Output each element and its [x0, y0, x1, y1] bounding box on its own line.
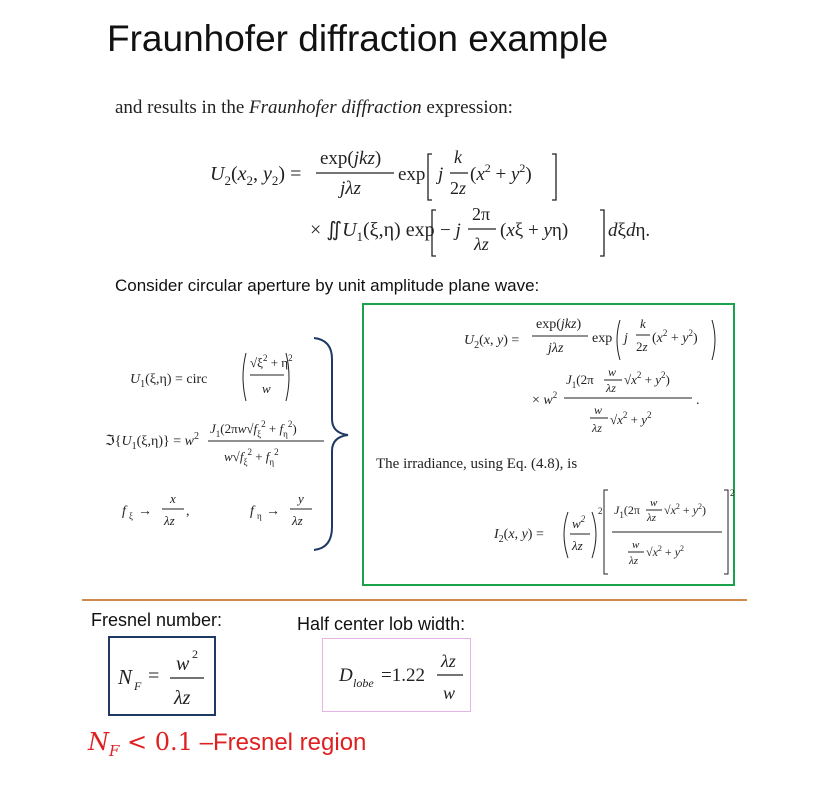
fresnel-number-label: Fresnel number: [91, 610, 223, 630]
fresnel-region-symbol: N [88, 728, 109, 756]
svg-text:k: k [454, 147, 463, 167]
svg-text:√x2 + y2): √x2 + y2) [624, 370, 670, 387]
svg-text:λz: λz [628, 555, 639, 567]
svg-text:lobe: lobe [353, 676, 374, 690]
svg-text:J1(2π: J1(2π [566, 372, 594, 390]
svg-text:2: 2 [730, 488, 735, 498]
svg-text:jλz: jλz [546, 341, 564, 356]
svg-text:2z: 2z [636, 339, 648, 354]
svg-text:ξ: ξ [129, 511, 133, 521]
svg-text:=: = [148, 665, 159, 687]
fresnel-region-subscript: F [109, 741, 120, 760]
result-field-equation: U2(x, y) = exp(jkz) jλz exp j k 2z (x2 +… [464, 316, 716, 435]
svg-text:λz: λz [571, 538, 583, 553]
svg-text:2z: 2z [450, 178, 466, 198]
svg-text:λz: λz [473, 234, 489, 254]
svg-text:U2(x, y) =: U2(x, y) = [464, 333, 519, 351]
svg-text:U1(ξ,η) = circ: U1(ξ,η) = circ [130, 372, 207, 390]
svg-text:→: → [138, 504, 152, 519]
svg-text:dξdη.: dξdη. [608, 220, 650, 241]
svg-text:exp(jkz): exp(jkz) [320, 148, 381, 169]
svg-text:exp(jkz): exp(jkz) [536, 317, 581, 332]
svg-text:y: y [296, 491, 304, 506]
svg-text:(x2 + y2): (x2 + y2) [652, 328, 698, 346]
svg-text:(xξ + yη): (xξ + yη) [500, 220, 568, 241]
svg-text:λz: λz [291, 513, 303, 528]
svg-text:w√fξ2 + fη2: w√fξ2 + fη2 [224, 447, 279, 467]
svg-text:.: . [696, 393, 700, 408]
aperture-equations: U1(ξ,η) = circ √ξ2 + η2 w ℑ{U1(ξ,η)} = w… [105, 337, 349, 551]
svg-text:f: f [250, 504, 256, 519]
svg-text:D: D [338, 665, 353, 686]
svg-text:J1(2π: J1(2π [614, 503, 640, 520]
svg-text:2π: 2π [472, 204, 490, 224]
svg-text:× ∬U1(ξ,η) exp: × ∬U1(ξ,η) exp [310, 219, 435, 244]
lobe-width-box: D lobe =1.22 λz w [322, 638, 471, 712]
intro-suffix: expression: [421, 97, 513, 118]
svg-text:f: f [122, 504, 128, 519]
svg-text:√x2 + y2: √x2 + y2 [610, 410, 652, 427]
svg-text:exp: exp [592, 331, 612, 346]
svg-text:2: 2 [192, 647, 198, 661]
svg-text:√x2 + y2: √x2 + y2 [646, 544, 684, 559]
svg-text:=1.22: =1.22 [381, 665, 425, 686]
svg-text:λz: λz [605, 381, 616, 395]
intro-sentence: and results in the Fraunhofer diffractio… [115, 97, 513, 119]
fraunhofer-equation: U2(x2, y2) = exp(jkz) jλz exp j k 2z (x2… [210, 147, 650, 257]
svg-text:w2: w2 [572, 514, 586, 531]
svg-text:I2(x, y) =: I2(x, y) = [493, 527, 544, 545]
result-box [362, 303, 735, 586]
svg-text:w: w [594, 403, 602, 417]
intro-italic-term: Fraunhofer diffraction [249, 97, 422, 118]
svg-text:(x2 + y2): (x2 + y2) [470, 161, 532, 185]
fresnel-number-formula: N F = w 2 λz [117, 647, 204, 709]
svg-text:√ξ2 + η2: √ξ2 + η2 [250, 353, 293, 370]
svg-text:j: j [435, 164, 443, 185]
svg-text:J1(2πw√fξ2 + fη2): J1(2πw√fξ2 + fη2) [210, 419, 297, 439]
slide-title: Fraunhofer diffraction example [107, 18, 609, 59]
svg-text:x: x [169, 491, 176, 506]
svg-text:η: η [257, 511, 262, 521]
lobe-width-formula: D lobe =1.22 λz w [338, 651, 463, 703]
svg-text:→: → [266, 504, 280, 519]
fresnel-region-text: –Fresnel region [192, 729, 367, 756]
svg-text:w: w [608, 365, 616, 379]
irradiance-equation: I2(x, y) = w2 λz 2 J1(2π w λz √x2 + y2) … [493, 488, 735, 575]
half-lobe-width-label: Half center lob width: [297, 614, 466, 634]
svg-text:jλz: jλz [337, 178, 362, 199]
svg-text:w: w [262, 381, 271, 396]
consider-text: Consider circular aperture by unit ampli… [115, 276, 540, 295]
svg-text:,: , [186, 504, 190, 519]
irradiance-text: The irradiance, using Eq. (4.8), is [376, 456, 578, 472]
svg-text:k: k [640, 316, 646, 331]
svg-text:λz: λz [591, 421, 602, 435]
svg-text:F: F [133, 679, 142, 693]
svg-text:λz: λz [163, 513, 175, 528]
svg-text:2: 2 [598, 506, 603, 516]
svg-text:√x2 + y2): √x2 + y2) [664, 502, 706, 517]
section-divider [82, 599, 747, 601]
svg-text:× w2: × w2 [532, 390, 557, 408]
intro-prefix: and results in the [115, 97, 250, 118]
svg-text:w: w [176, 653, 190, 675]
svg-text:λz: λz [646, 512, 657, 524]
svg-text:j: j [622, 331, 628, 346]
fresnel-region-inequality: < 0.1 [119, 728, 193, 756]
svg-text:ℑ{U1(ξ,η)} = w2: ℑ{U1(ξ,η)} = w2 [105, 431, 199, 452]
svg-text:w: w [443, 683, 455, 703]
svg-text:λz: λz [173, 687, 191, 709]
fresnel-region-condition: NF < 0.1 –Fresnel region [88, 728, 366, 760]
svg-text:w: w [650, 497, 658, 509]
svg-text:exp: exp [398, 164, 425, 185]
svg-text:λz: λz [440, 651, 456, 671]
svg-text:w: w [632, 539, 640, 551]
svg-text:U2(x2, y2) =: U2(x2, y2) = [210, 163, 301, 188]
svg-text:N: N [117, 665, 133, 689]
fresnel-number-box: N F = w 2 λz [108, 636, 216, 716]
svg-text:− j: − j [440, 220, 461, 241]
